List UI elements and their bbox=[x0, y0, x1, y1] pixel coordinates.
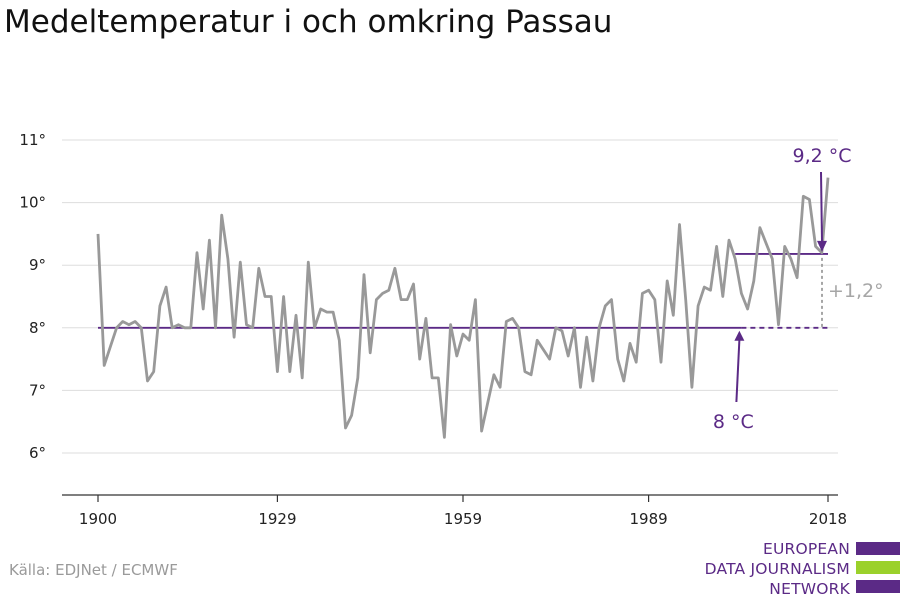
chart-title: Medeltemperatur i och omkring Passau bbox=[4, 4, 613, 40]
y-tick-label: 7° bbox=[29, 381, 46, 399]
logo-line-1: EUROPEAN bbox=[762, 540, 850, 558]
y-tick-label: 8° bbox=[29, 319, 46, 337]
arrow-92c-shaft bbox=[820, 171, 823, 242]
x-tick-label: 1989 bbox=[629, 510, 667, 528]
reference-lines bbox=[98, 253, 828, 329]
y-tick-label: 6° bbox=[29, 444, 46, 462]
arrow-8c-head bbox=[734, 330, 745, 341]
source-note: Källa: EDJNet / ECMWF bbox=[9, 561, 178, 579]
arrow-92c-head bbox=[817, 240, 827, 252]
logo-bar-green bbox=[856, 561, 900, 574]
logo-line-3: NETWORK bbox=[769, 580, 850, 598]
x-tick-label: 1959 bbox=[444, 510, 482, 528]
logo-bar-purple-top bbox=[856, 542, 900, 555]
temperature-series-line bbox=[96, 177, 830, 439]
delta-label: +1,2° bbox=[828, 280, 884, 302]
y-axis-tick-labels: 6° 7° 8° 9° 10° 11° bbox=[19, 131, 46, 462]
annotations: +1,2° 8 °C 9,2 °C bbox=[713, 145, 884, 433]
x-tick-label: 1900 bbox=[79, 510, 117, 528]
x-tick-label: 2018 bbox=[809, 510, 847, 528]
x-axis-ticks: 1900 1929 1959 1989 2018 bbox=[79, 495, 847, 528]
label-8c: 8 °C bbox=[713, 411, 754, 433]
edjnet-logo: EUROPEAN DATA JOURNALISM NETWORK bbox=[640, 539, 900, 600]
y-tick-label: 10° bbox=[19, 194, 46, 212]
logo-line-2: DATA JOURNALISM bbox=[704, 560, 850, 578]
label-92c: 9,2 °C bbox=[792, 145, 851, 167]
y-tick-label: 9° bbox=[29, 256, 46, 274]
y-tick-label: 11° bbox=[19, 131, 46, 149]
logo-bar-purple-bottom bbox=[856, 580, 900, 593]
arrow-8c-shaft bbox=[735, 339, 741, 403]
x-tick-label: 1929 bbox=[258, 510, 296, 528]
